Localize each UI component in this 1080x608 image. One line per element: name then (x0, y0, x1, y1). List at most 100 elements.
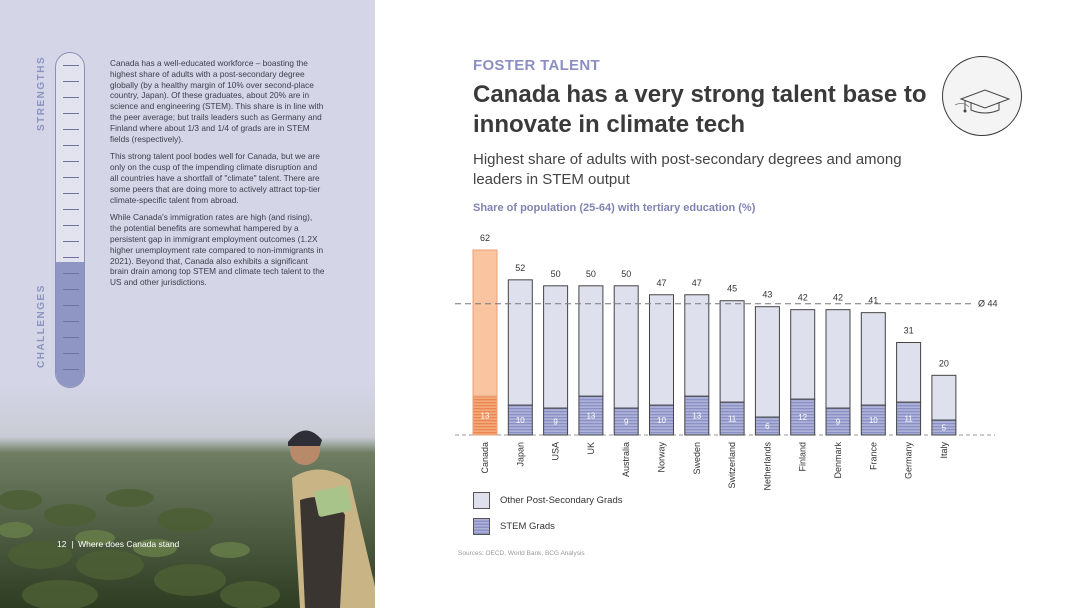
page-subtitle: Highest share of adults with post-second… (473, 151, 902, 188)
body-paragraph-1: Canada has a well-educated workforce – b… (110, 58, 324, 144)
scale-tick (63, 161, 79, 162)
bar-stem-australia (613, 407, 639, 436)
bar-other-italy (931, 374, 957, 421)
bar-other-usa (543, 285, 569, 409)
bar-other-switzerland (719, 300, 745, 403)
scale-tick (63, 193, 79, 194)
strengths-label: STRENGTHS (36, 55, 47, 131)
stem-label-uk: 13 (586, 412, 595, 421)
bar-chart: 62 13 Canada 52 10 Japan 50 9 USA 50 13 UK 50 9 Austra… (455, 233, 998, 491)
total-label-uk: 50 (586, 269, 596, 279)
total-label-usa: 50 (551, 269, 561, 279)
scale-tick (63, 97, 79, 98)
category-label-australia: Australia (621, 442, 631, 477)
scale-tick (63, 321, 79, 322)
legend-label-stem: STEM Grads (500, 520, 555, 532)
category-label-finland: Finland (798, 442, 808, 472)
category-label-usa: USA (551, 442, 561, 461)
bar-other-canada (472, 249, 498, 397)
scale-tick (63, 225, 79, 226)
stem-label-netherlands: 6 (765, 422, 770, 431)
scale-tick (63, 305, 79, 306)
bar-other-sweden (684, 294, 710, 397)
total-label-switzerland: 45 (727, 284, 737, 294)
category-label-japan: Japan (515, 442, 525, 467)
scale-tick (63, 113, 79, 114)
bar-stem-italy (931, 419, 957, 436)
bar-stem-japan (507, 404, 533, 436)
scale-tick (63, 273, 79, 274)
stem-label-sweden: 13 (692, 412, 701, 421)
bar-stem-uk (578, 395, 604, 436)
category-label-canada: Canada (480, 442, 490, 474)
category-label-netherlands: Netherlands (762, 442, 772, 491)
category-label-uk: UK (586, 442, 596, 455)
strengths-challenges-scale (55, 52, 85, 388)
bar-stem-canada (472, 395, 498, 436)
graduation-cap-icon (954, 89, 1011, 114)
legend-item-stem: STEM Grads (473, 517, 623, 535)
category-label-norway: Norway (657, 442, 667, 473)
scale-tick (63, 209, 79, 210)
scale-tick (63, 289, 79, 290)
page-footer: 12 | Where does Canada stand (57, 539, 179, 549)
graduation-cap-badge (942, 56, 1022, 136)
total-label-netherlands: 43 (762, 290, 772, 300)
bar-stem-finland (790, 398, 816, 436)
average-label: Ø 44 (978, 299, 998, 309)
bar-stem-netherlands (754, 416, 780, 436)
field-photo (0, 380, 375, 608)
chart-legend: Other Post-Secondary Grads STEM Grads (473, 491, 623, 543)
total-label-italy: 20 (939, 358, 949, 368)
sources-note: Sources: OECD, World Bank, BCG Analysis (458, 550, 585, 557)
stem-label-japan: 10 (516, 416, 525, 425)
scale-tick (63, 257, 79, 258)
bar-stem-usa (543, 407, 569, 436)
scale-tick (63, 65, 79, 66)
bar-stem-denmark (825, 407, 851, 436)
page-number: 12 (57, 539, 67, 549)
bar-stem-sweden (684, 395, 710, 436)
stem-label-usa: 9 (553, 418, 558, 427)
legend-swatch-stem (473, 517, 490, 535)
chart-title: Share of population (25-64) with tertiar… (473, 202, 756, 214)
scale-tick (63, 337, 79, 338)
stem-label-australia: 9 (624, 418, 629, 427)
category-label-italy: Italy (939, 442, 949, 459)
total-label-france: 41 (868, 296, 878, 306)
page-title: Canada has a very strong talent base to … (473, 81, 927, 138)
stem-label-switzerland: 11 (728, 415, 737, 424)
left-panel: STRENGTHS CHALLENGES Canada has a well-e… (0, 0, 375, 608)
bar-other-france (860, 312, 886, 406)
scale-tick (63, 177, 79, 178)
body-paragraph-2: This strong talent pool bodes well for C… (110, 151, 321, 205)
total-label-sweden: 47 (692, 278, 702, 288)
bar-other-uk (578, 285, 604, 397)
stem-label-norway: 10 (657, 416, 666, 425)
category-label-france: France (868, 442, 878, 470)
body-text: Canada has a well-educated workforce – b… (110, 58, 325, 295)
total-label-canada: 62 (480, 233, 490, 243)
bar-other-finland (790, 309, 816, 400)
bar-other-norway (649, 294, 674, 406)
stem-label-germany: 11 (904, 415, 913, 424)
scale-tick (63, 129, 79, 130)
bar-stem-germany (896, 401, 922, 436)
scale-tick (63, 369, 79, 370)
total-label-denmark: 42 (833, 293, 843, 303)
stem-label-canada: 13 (481, 412, 490, 421)
body-paragraph-3: While Canada's immigration rates are hig… (110, 212, 325, 288)
scale-tick (63, 145, 79, 146)
total-label-japan: 52 (515, 263, 525, 273)
scale-tick (63, 81, 79, 82)
bar-other-germany (896, 342, 922, 403)
legend-swatch-other (473, 491, 490, 509)
bar-stem-norway (649, 404, 674, 436)
scale-tick (63, 241, 79, 242)
stem-label-france: 10 (869, 416, 878, 425)
bar-other-netherlands (754, 306, 780, 418)
stem-label-finland: 12 (798, 413, 807, 422)
category-label-denmark: Denmark (833, 442, 843, 479)
legend-item-other: Other Post-Secondary Grads (473, 491, 623, 509)
total-label-australia: 50 (621, 269, 631, 279)
